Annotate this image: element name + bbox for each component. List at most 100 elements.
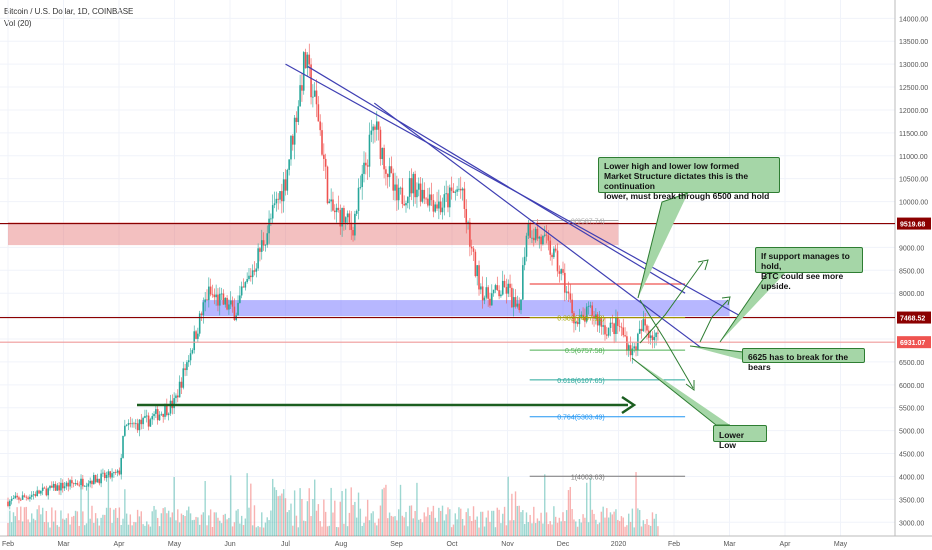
price-tag-label: 6931.07: [900, 340, 925, 347]
volume-bar: [618, 521, 621, 536]
candle-body: [516, 303, 519, 307]
volume-bar: [286, 512, 289, 536]
volume-bar: [472, 506, 475, 536]
volume-bar: [330, 487, 332, 536]
candle-body: [23, 495, 26, 497]
volume-bar: [450, 527, 453, 536]
volume-bar: [272, 478, 274, 536]
candle-body: [134, 423, 137, 425]
volume-bar: [58, 526, 60, 536]
volume-bar: [392, 516, 394, 536]
volume-label: Vol (20): [4, 19, 32, 28]
volume-bar: [429, 514, 431, 536]
candle-body: [425, 198, 427, 200]
volume-bar: [162, 508, 164, 536]
candle-body: [229, 300, 232, 305]
candle-body: [131, 423, 133, 425]
y-tick-label: 10000.00: [899, 200, 928, 207]
volume-bar: [359, 508, 362, 536]
candle-body: [434, 204, 437, 212]
candle-body: [633, 346, 636, 349]
volume-bar: [164, 507, 166, 536]
candle-body: [476, 265, 478, 277]
candle-body: [251, 270, 254, 278]
annotation-line: lower, must break through 6500 and hold: [604, 191, 770, 201]
volume-bar: [345, 488, 347, 536]
candle-body: [584, 316, 586, 322]
volume-bar: [427, 507, 429, 536]
volume-bar: [518, 505, 520, 536]
candle-body: [271, 205, 274, 219]
volume-bar: [456, 519, 458, 536]
candle-body: [147, 415, 150, 427]
candle-body: [41, 487, 44, 491]
candle-body: [237, 302, 239, 316]
volume-bar: [197, 517, 199, 536]
candle-body: [328, 201, 331, 204]
candle-body: [175, 395, 177, 399]
volume-bar: [626, 525, 628, 536]
volume-bar: [611, 514, 613, 536]
candle-body: [571, 299, 573, 314]
candle-body: [19, 499, 22, 501]
volume-bar: [474, 519, 477, 536]
candle-body: [549, 240, 552, 255]
volume-bar: [290, 503, 292, 536]
fib-level-label: 0(9587.74): [571, 218, 605, 225]
candle-body: [582, 314, 584, 317]
candle-body: [474, 251, 477, 277]
volume-bar: [21, 521, 24, 536]
volume-bar: [18, 520, 20, 536]
candle-body: [69, 480, 71, 487]
annotation-line: Market Structure dictates this is the co…: [604, 171, 749, 191]
volume-bar: [228, 517, 230, 536]
volume-bar: [191, 520, 194, 536]
volume-bar: [60, 510, 62, 536]
volume-bar: [38, 505, 40, 536]
candle-body: [74, 483, 77, 485]
volume-bar: [20, 506, 22, 536]
candle-body: [357, 187, 360, 211]
volume-bar: [480, 511, 482, 536]
y-tick-label: 13000.00: [899, 62, 928, 69]
volume-bar: [372, 511, 374, 536]
volume-bar: [335, 527, 338, 536]
candle-body: [494, 285, 497, 290]
candle-body: [149, 419, 152, 427]
candle-body: [29, 496, 31, 499]
candle-body: [585, 306, 588, 322]
volume-bar: [160, 513, 163, 536]
volume-bar: [105, 507, 108, 536]
volume-bar: [104, 514, 106, 536]
candle-body: [36, 490, 39, 497]
volume-bar: [222, 514, 225, 536]
volume-bar: [376, 525, 378, 536]
volume-bar: [328, 525, 331, 536]
candle-body: [186, 362, 188, 371]
candle-body: [361, 173, 363, 187]
volume-bar: [560, 521, 562, 536]
volume-bar: [34, 520, 37, 536]
candle-body: [657, 332, 659, 334]
volume-bar: [299, 488, 301, 536]
candle-body: [522, 265, 524, 300]
volume-bar: [51, 507, 53, 536]
volume-bar: [412, 518, 414, 536]
volume-bar: [29, 522, 31, 536]
candle-body: [339, 210, 342, 227]
candle-body: [102, 472, 104, 474]
candle-body: [489, 298, 491, 306]
volume-bar: [503, 506, 506, 536]
x-tick-label: Sep: [390, 541, 403, 548]
candle-body: [439, 201, 442, 213]
candle-body: [317, 104, 320, 122]
volume-bar: [279, 495, 281, 536]
candle-body: [71, 480, 73, 484]
volume-bar: [357, 492, 360, 536]
candle-body: [600, 318, 603, 327]
volume-bar: [240, 515, 243, 536]
candle-body: [436, 204, 438, 209]
volume-bar: [107, 472, 110, 536]
volume-bar: [202, 512, 205, 536]
volume-bar: [405, 511, 407, 536]
